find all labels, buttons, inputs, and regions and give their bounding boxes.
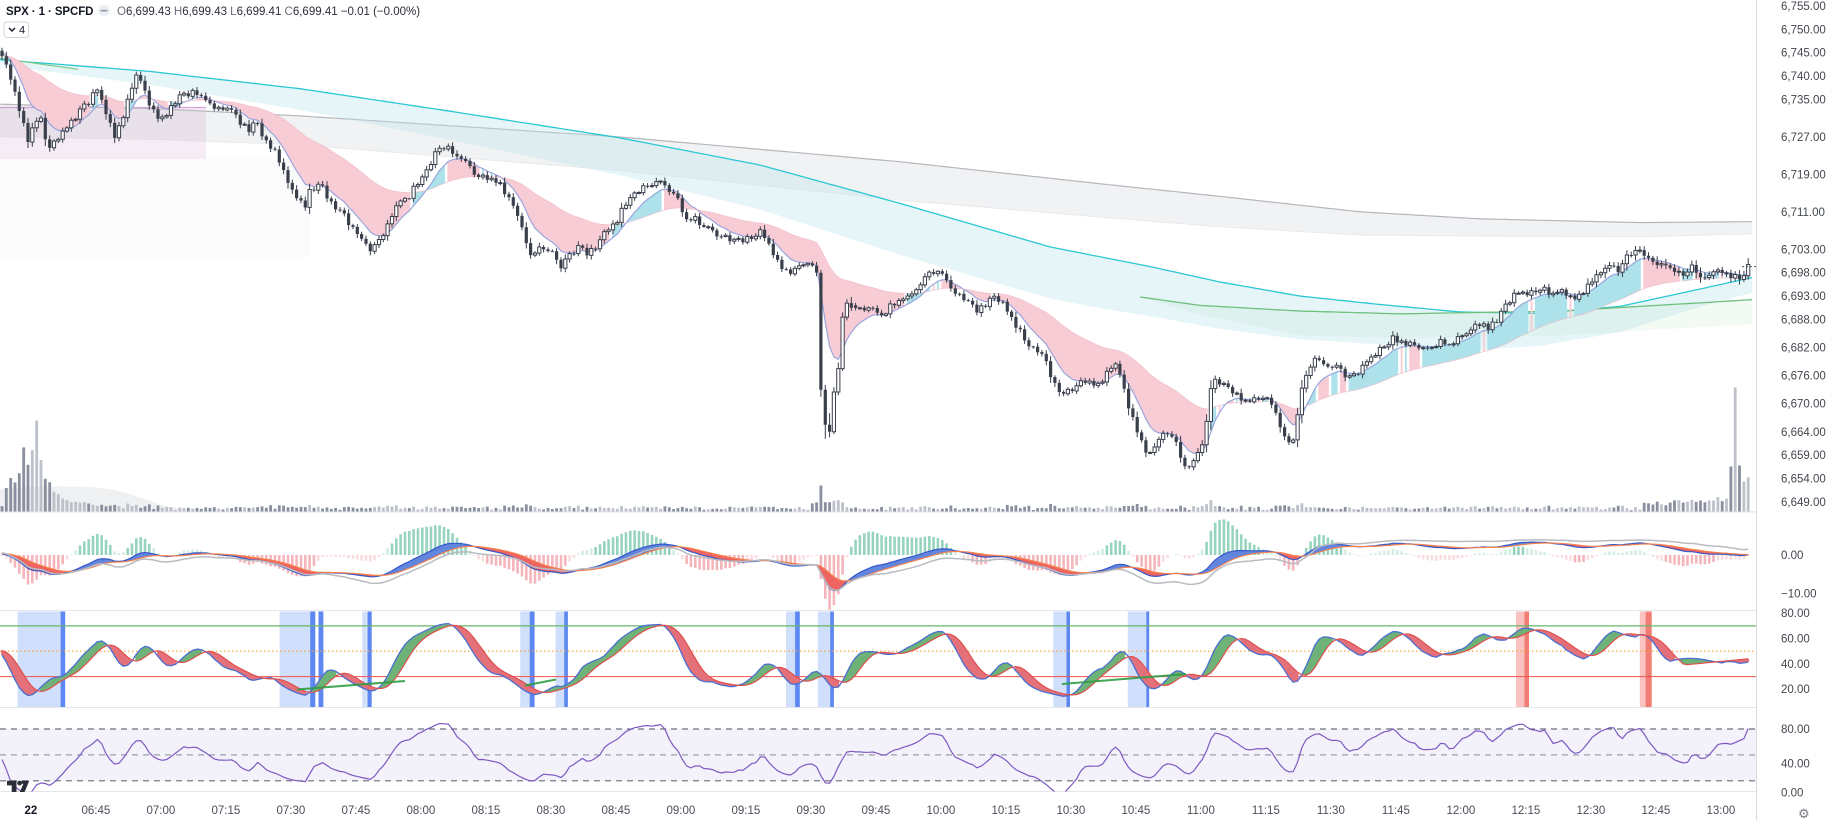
svg-text:6,735.00: 6,735.00: [1781, 95, 1826, 107]
svg-text:6,693.00: 6,693.00: [1781, 291, 1826, 303]
svg-text:12:00: 12:00: [1447, 805, 1476, 817]
svg-text:09:15: 09:15: [732, 805, 761, 817]
svg-text:6,740.00: 6,740.00: [1781, 71, 1826, 83]
svg-text:6,676.00: 6,676.00: [1781, 371, 1826, 383]
svg-text:10:30: 10:30: [1057, 805, 1086, 817]
svg-text:22: 22: [25, 805, 38, 817]
svg-text:08:45: 08:45: [602, 805, 631, 817]
svg-text:20.00: 20.00: [1781, 684, 1810, 696]
svg-text:11:00: 11:00: [1187, 805, 1215, 817]
svg-text:80.00: 80.00: [1781, 608, 1810, 620]
svg-text:0.00: 0.00: [1781, 550, 1803, 562]
svg-text:6,745.00: 6,745.00: [1781, 48, 1826, 60]
svg-text:0.00: 0.00: [1781, 788, 1803, 800]
svg-text:6,654.00: 6,654.00: [1781, 474, 1826, 486]
svg-text:6,750.00: 6,750.00: [1781, 24, 1826, 36]
svg-text:80.00: 80.00: [1781, 724, 1810, 736]
svg-text:10:45: 10:45: [1122, 805, 1151, 817]
svg-text:60.00: 60.00: [1781, 634, 1810, 646]
svg-text:13:00: 13:00: [1707, 805, 1736, 817]
svg-text:11:45: 11:45: [1382, 805, 1410, 817]
svg-text:07:30: 07:30: [277, 805, 306, 817]
svg-text:12:15: 12:15: [1512, 805, 1541, 817]
svg-text:40.00: 40.00: [1781, 759, 1810, 771]
svg-text:6,664.00: 6,664.00: [1781, 427, 1826, 439]
svg-text:06:45: 06:45: [82, 805, 111, 817]
svg-text:09:00: 09:00: [667, 805, 696, 817]
svg-text:10:00: 10:00: [927, 805, 956, 817]
svg-text:07:45: 07:45: [342, 805, 371, 817]
svg-text:6,649.00: 6,649.00: [1781, 497, 1826, 509]
svg-text:6,703.00: 6,703.00: [1781, 244, 1826, 256]
svg-text:6,727.00: 6,727.00: [1781, 132, 1826, 144]
svg-text:6,688.00: 6,688.00: [1781, 315, 1826, 327]
svg-text:SPX · 1 · SPCFD: SPX · 1 · SPCFD: [6, 6, 93, 18]
svg-text:08:00: 08:00: [407, 805, 436, 817]
svg-text:6,755.00: 6,755.00: [1781, 1, 1826, 13]
svg-text:⚙: ⚙: [1798, 806, 1810, 820]
svg-text:40.00: 40.00: [1781, 659, 1810, 671]
svg-text:6,719.00: 6,719.00: [1781, 169, 1826, 181]
svg-text:6,698.00: 6,698.00: [1781, 268, 1826, 280]
svg-text:09:45: 09:45: [862, 805, 891, 817]
svg-text:12:45: 12:45: [1642, 805, 1671, 817]
svg-text:07:00: 07:00: [147, 805, 176, 817]
svg-text:12:30: 12:30: [1577, 805, 1606, 817]
svg-text:O6,699.43 H6,699.43 L6,699.41: O6,699.43 H6,699.43 L6,699.41 C6,699.41 …: [117, 6, 420, 18]
svg-text:10:15: 10:15: [992, 805, 1021, 817]
svg-text:−10.00: −10.00: [1781, 588, 1817, 600]
svg-text:6,711.00: 6,711.00: [1781, 207, 1825, 219]
svg-text:07:15: 07:15: [212, 805, 241, 817]
svg-text:6,682.00: 6,682.00: [1781, 343, 1826, 355]
svg-text:4: 4: [19, 25, 25, 37]
svg-text:6,670.00: 6,670.00: [1781, 399, 1826, 411]
svg-text:6,659.00: 6,659.00: [1781, 450, 1826, 462]
svg-text:09:30: 09:30: [797, 805, 826, 817]
svg-text:08:30: 08:30: [537, 805, 566, 817]
svg-text:11:30: 11:30: [1317, 805, 1345, 817]
svg-text:08:15: 08:15: [472, 805, 501, 817]
svg-text:11:15: 11:15: [1252, 805, 1280, 817]
